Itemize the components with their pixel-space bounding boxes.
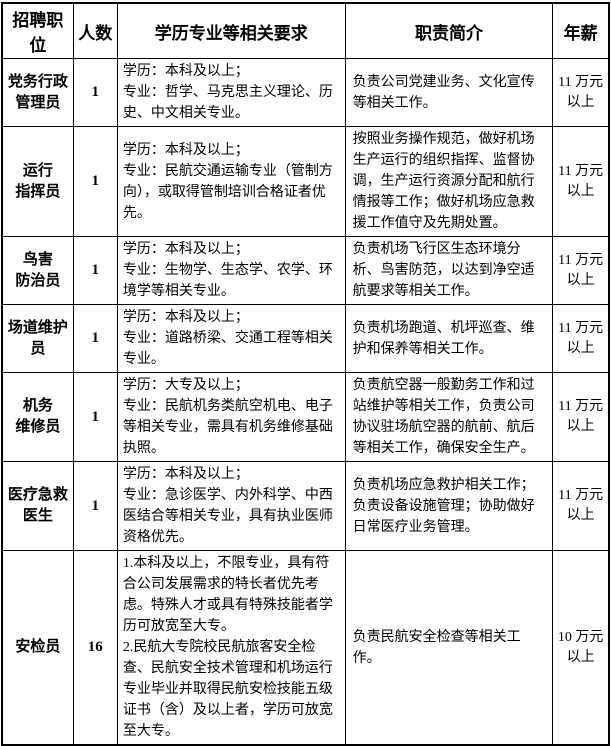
count-cell: 1 [72,304,118,373]
requirements-cell: 学历：本科及以上； 专业：生物学、生态学、农学、环境学等相关专业。 [116,236,346,305]
table-row: 安检员 16 1.本科及以上，不限专业，具有符合公司发展需求的特长者优先考虑。特… [1,550,610,746]
column-header-count: 人数 [72,2,118,59]
position-line: 鸟害 [22,251,53,268]
table-row: 鸟害 防治员 1 学历：本科及以上； 专业：生物学、生态学、农学、环境学等相关专… [1,236,610,305]
duties-cell: 负责民航安全检查等相关工作。 [344,550,554,746]
count-cell: 1 [72,236,118,305]
salary-line: 以上 [566,94,595,110]
salary-line: 以上 [566,508,595,523]
position-cell: 场道维护 员 [1,304,74,373]
salary-cell: 11 万元 以上 [552,372,610,462]
duties-cell: 按照业务操作规范，做好机场生产运行的组织指挥、监督协调，生产运行资源分配和航行情… [344,126,554,237]
position-line: 安检员 [15,639,61,655]
salary-line: 11 万元 [558,399,604,414]
position-line: 防治员 [15,272,61,289]
position-cell: 机务 维修员 [1,372,74,462]
salary-cell: 11 万元 以上 [552,304,610,373]
count-cell: 1 [72,372,118,462]
salary-line: 11 万元 [558,74,604,90]
position-cell: 医疗急救 医生 [1,461,74,551]
position-line: 维修员 [15,419,61,435]
requirements-cell: 学历：本科及以上； 专业：民航交通运输专业（管制方向），或取得管制培训合格证者优… [116,126,346,237]
position-line: 医生 [22,508,53,524]
position-line: 场道维护 [7,319,68,336]
salary-cell: 11 万元 以上 [552,126,610,237]
duties-cell: 负责机场跑道、机坪巡查、维护和保养等相关工作。 [344,304,554,373]
column-header-duties: 职责简介 [344,2,554,59]
salary-cell: 11 万元 以上 [552,236,610,305]
table-row: 场道维护 员 1 学历：本科及以上； 专业：道路桥梁、交通工程等相关专业。 负责… [1,304,610,373]
position-cell: 党务行政 管理员 [1,58,74,127]
requirement-line: 学历：本科及以上； [122,142,249,158]
position-cell: 鸟害 防治员 [1,236,74,305]
requirement-line: 专业：急诊医学、内外科学、中西医结合等相关专业，具有执业医师资格优先。 [122,488,333,545]
duties-cell: 负责机场飞行区生态环境分析、鸟害防范，以达到净空适航要求等相关工作。 [344,236,554,305]
requirements-cell: 学历：本科及以上； 专业：哲学、马克思主义理论、历史、中文相关专业。 [116,58,346,127]
position-line: 指挥员 [15,183,61,200]
requirement-line: 专业：民航交通运输专业（管制方向），或取得管制培训合格证者优先。 [122,163,333,221]
requirements-cell: 学历：大专及以上； 专业：民航机务类航空机电、电子等相关专业，需具有机务维修基础… [116,372,346,462]
salary-line: 以上 [566,340,595,356]
duties-cell: 负责航空器一般勤务工作和过站维护等相关工作，负责公司协议驻场航空器的航前、航后等… [344,372,554,462]
position-line: 员 [30,340,46,357]
header-row: 招聘职位 人数 学历专业等相关要求 职责简介 年薪 [1,2,610,59]
salary-line: 11 万元 [558,163,604,179]
salary-line: 以上 [566,419,595,434]
salary-cell: 11 万元 以上 [552,461,610,551]
requirement-line: 专业：民航机务类航空机电、电子等相关专业，需具有机务维修基础执照。 [122,399,333,456]
requirements-cell: 1.本科及以上，不限专业，具有符合公司发展需求的特长者优先考虑。特殊人才或具有特… [116,550,346,746]
column-header-requirements: 学历专业等相关要求 [116,2,346,59]
salary-line: 以上 [566,649,595,665]
salary-line: 以上 [566,272,595,288]
count-cell: 1 [72,58,118,127]
requirement-line: 学历：大专及以上； [122,378,249,393]
requirement-line: 专业：生物学、生态学、农学、环境学等相关专业。 [122,263,333,299]
table-row: 党务行政 管理员 1 学历：本科及以上； 专业：哲学、马克思主义理论、历史、中文… [1,58,610,127]
position-line: 机务 [22,398,53,414]
requirement-line: 学历：本科及以上； [122,310,249,325]
table-row: 运行 指挥员 1 学历：本科及以上； 专业：民航交通运输专业（管制方向），或取得… [1,126,610,237]
column-header-position: 招聘职位 [1,2,74,59]
count-cell: 16 [72,550,118,746]
position-line: 运行 [22,162,53,179]
salary-cell: 11 万元 以上 [552,58,610,127]
salary-line: 11 万元 [558,488,604,503]
duties-cell: 负责公司党建业务、文化宣传等相关工作。 [344,58,554,127]
table-row: 医疗急救 医生 1 学历：本科及以上； 专业：急诊医学、内外科学、中西医结合等相… [1,461,610,551]
requirement-line: 专业：哲学、马克思主义理论、历史、中文相关专业。 [122,85,333,121]
table-row: 机务 维修员 1 学历：大专及以上； 专业：民航机务类航空机电、电子等相关专业，… [1,372,610,462]
salary-line: 11 万元 [558,252,604,268]
salary-line: 11 万元 [558,320,604,336]
salary-line: 以上 [566,183,595,199]
count-cell: 1 [72,461,118,551]
requirements-cell: 学历：本科及以上； 专业：道路桥梁、交通工程等相关专业。 [116,304,346,373]
column-header-salary: 年薪 [552,2,610,59]
position-line: 医疗急救 [7,487,68,503]
requirement-line: 2.民航大专院校民航旅客安全检查、民航安全技术管理和机场运行专业毕业并取得民航安… [122,640,333,739]
salary-line: 10 万元 [557,629,604,645]
position-line: 党务行政 [7,73,68,90]
salary-cell: 10 万元 以上 [552,550,610,746]
position-line: 管理员 [15,94,61,111]
requirement-line: 学历：本科及以上； [122,64,249,79]
duties-cell: 负责机场应急救护相关工作；负责设备设施管理；协助做好日常医疗业务管理。 [344,461,554,551]
requirement-line: 学历：本科及以上； [122,242,249,257]
position-cell: 安检员 [1,550,74,746]
requirement-line: 1.本科及以上，不限专业，具有符合公司发展需求的特长者优先考虑。特殊人才或具有特… [122,556,333,634]
requirement-line: 专业：道路桥梁、交通工程等相关专业。 [122,331,333,367]
requirements-cell: 学历：本科及以上； 专业：急诊医学、内外科学、中西医结合等相关专业，具有执业医师… [116,461,346,551]
requirement-line: 学历：本科及以上； [122,467,249,482]
count-cell: 1 [72,126,118,237]
position-cell: 运行 指挥员 [1,126,74,237]
